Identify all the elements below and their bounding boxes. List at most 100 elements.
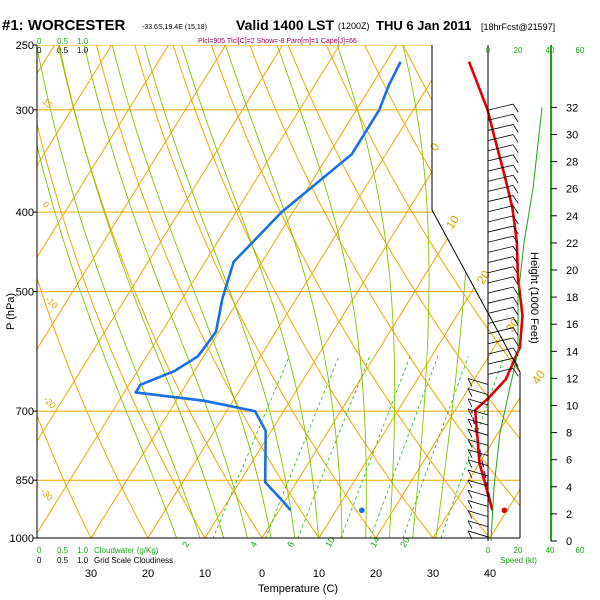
pressure-tick-label: 1000 [10,533,34,545]
height-tick-label: 12 [566,373,578,385]
height-tick-label: 22 [566,238,578,250]
isotherm [37,45,302,538]
moist-adiabat [331,45,396,538]
wind-barb-flag [512,124,519,133]
isotherm [364,45,520,538]
wind-barb [467,459,489,467]
dry-adiabat-label: 15 [41,96,55,110]
pressure-tick-label: 700 [16,406,34,418]
wind-barb [487,195,514,202]
wind-barb [487,337,514,345]
wind-barb-flag [467,449,473,458]
height-tick-label: 20 [566,265,578,277]
cloudwater-scale-0: 0 [37,37,42,46]
wind-barb-flag [467,530,473,540]
wind-barb [467,428,489,436]
isotherm [193,45,520,538]
wind-barb-flag [512,286,519,296]
wind-barb-flag [512,236,519,245]
right-boundary [431,45,521,538]
wind-barb-flag [512,195,519,204]
station-coords: -33.6S,19.4E (15,18) [142,24,207,31]
sounding-profiles [134,61,524,514]
pressure-tick-label: 250 [16,40,34,52]
moist-adiabat [37,45,184,538]
speed-tick-label-bottom: 20 [514,546,523,555]
station-title: #1: WORCESTER [2,17,126,34]
temperature-tick-label: 30 [85,568,97,580]
temperature-line [467,61,524,511]
wind-barb-flag [512,134,519,143]
speed-axis-title: Speed (kt) [500,556,537,565]
isotherm-label: 40 [529,367,548,386]
mixing-ratio-line [434,356,505,538]
wind-barb-flag [512,246,519,255]
dry-adiabat [163,45,447,538]
wind-barb-flag [512,225,519,235]
height-tick-label: 24 [566,211,578,223]
pressure-axis-title: P (hPa) [5,293,17,330]
moist-adiabat [176,45,321,538]
wind-barb [487,113,514,121]
wind-barb [467,408,489,416]
wind-barb [487,235,514,243]
wind-barb [487,357,514,365]
wind-barb [467,439,489,446]
surface-temperature-dot [501,507,508,514]
temperature-axis-title: Temperature (C) [258,583,338,595]
wind-barb-flag [512,103,519,113]
wind-barb [487,245,514,253]
isotherm [421,45,520,538]
wind-barb [487,174,514,182]
mixing-ratio-line [205,356,290,538]
moist-adiabat [139,45,298,538]
height-tick-label: 32 [566,102,578,114]
temperature-tick-label: 0 [259,568,265,580]
wind-barb-flag [512,205,519,214]
dry-adiabat [88,45,332,538]
wind-barb-flag [512,114,519,123]
moist-adiabat [80,45,252,538]
mixing-ratio-label: 14 [368,535,382,549]
moist-adiabat [271,45,367,538]
wind-barb-flag [512,368,519,377]
dry-adiabat [576,15,600,555]
temperature-tick-label: 30 [427,568,439,580]
cloudwater-bottom-05: 0.5 [57,546,69,555]
isotherm-label: 30 [503,315,522,334]
dry-adiabat [37,45,158,538]
isotherm [37,45,131,538]
dry-adiabat-label: -10 [44,294,60,310]
wind-barb-flag [467,418,473,428]
wind-barb [487,306,514,314]
height-tick-label: 16 [566,319,578,331]
speed-tick-label-top: 20 [514,46,523,55]
dry-adiabat-label: -20 [42,394,58,410]
wind-barb-flag [512,185,519,194]
wind-barb [487,317,514,324]
wind-barb-flag [467,439,473,448]
wind-barb [467,469,489,477]
wind-barb-flag [512,357,519,367]
height-tick-label: 10 [566,401,578,413]
pressure-tick-label: 400 [16,207,34,219]
gridscale-scale-05: 0.5 [57,46,69,55]
isotherm-label: 0 [427,140,442,154]
wind-barb [467,449,489,457]
wind-barb [487,367,514,375]
cloudwater-bottom-0: 0 [37,546,42,555]
dry-adiabat-label: -30 [39,486,55,502]
wind-barb [467,418,489,426]
isotherm [136,45,473,538]
wind-barb-flag [512,256,519,265]
dry-adiabat [275,45,520,538]
wind-barb [467,500,489,507]
wind-barb [487,286,514,294]
wind-barb-flag [467,388,473,397]
wind-barb-flag [512,164,519,174]
height-tick-label: 30 [566,130,578,142]
speed-tick-label-top: 60 [576,46,585,55]
wind-barb [487,154,514,162]
